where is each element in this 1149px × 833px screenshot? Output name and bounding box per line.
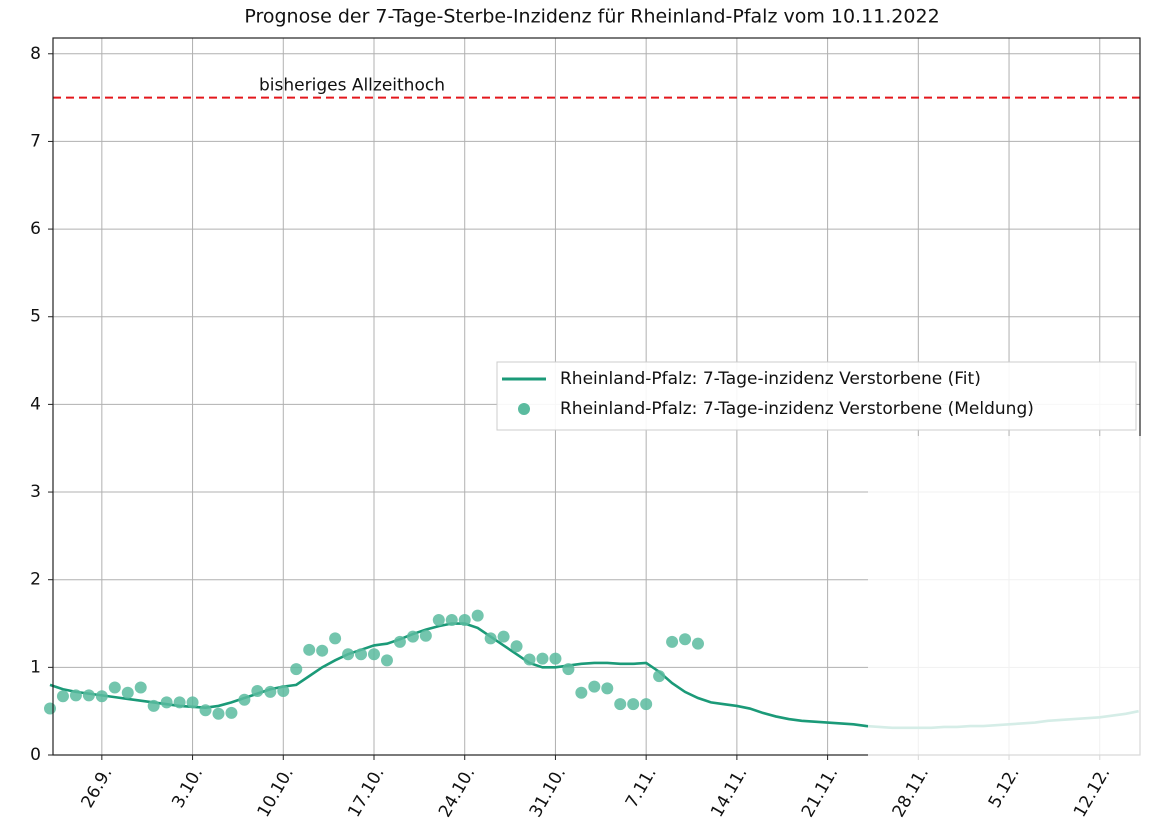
data-point	[82, 689, 95, 702]
x-tick-label: 10.10.	[254, 764, 298, 821]
x-tick-label: 7.11.	[622, 764, 661, 811]
data-point	[666, 635, 679, 648]
y-tick-label: 5	[30, 307, 41, 327]
data-point	[121, 686, 134, 699]
x-tick-label: 31.10.	[526, 764, 570, 821]
data-point	[44, 702, 56, 715]
data-point	[393, 635, 406, 648]
data-point	[588, 680, 601, 693]
data-point	[225, 706, 238, 719]
data-point	[627, 698, 640, 711]
data-point	[445, 614, 458, 627]
legend-label: Rheinland-Pfalz: 7-Tage-inzidenz Verstor…	[560, 399, 1034, 419]
y-tick-label: 8	[30, 44, 41, 64]
data-point	[355, 648, 368, 661]
y-tick-label: 3	[30, 482, 41, 502]
data-point	[303, 643, 316, 656]
data-point	[536, 652, 549, 665]
plot-frame	[52, 37, 1141, 756]
data-point	[290, 663, 303, 676]
y-tick-label: 7	[30, 131, 41, 151]
legend-box	[496, 361, 1137, 431]
data-point	[95, 690, 108, 703]
data-point	[601, 682, 614, 695]
x-tick-label: 17.10.	[344, 764, 388, 821]
x-tick-label: 3.10.	[168, 764, 207, 811]
data-point	[575, 686, 588, 699]
data-point	[510, 640, 523, 653]
data-point	[212, 707, 225, 720]
data-point	[497, 630, 510, 643]
data-point	[69, 689, 82, 702]
data-point	[640, 698, 653, 711]
legend-marker	[518, 403, 530, 415]
data-point	[173, 696, 186, 709]
data-point	[679, 633, 692, 646]
x-tick-label: 21.11.	[798, 764, 842, 821]
data-point	[238, 693, 251, 706]
x-tick-label: 14.11.	[707, 764, 751, 821]
data-point	[406, 630, 419, 643]
legend-label: Rheinland-Pfalz: 7-Tage-inzidenz Verstor…	[560, 369, 981, 389]
data-point	[523, 653, 536, 666]
data-point	[329, 632, 342, 645]
data-point	[484, 632, 497, 645]
fade-overlay	[868, 436, 1149, 833]
x-tick-label: 24.10.	[435, 764, 479, 821]
data-point	[471, 609, 484, 622]
data-point	[368, 648, 380, 661]
y-tick-label: 0	[30, 745, 41, 765]
data-point	[56, 690, 69, 703]
x-tick-label: 26.9.	[78, 764, 117, 811]
y-tick-label: 6	[30, 219, 41, 239]
y-tick-label: 1	[30, 657, 41, 677]
data-point	[108, 681, 121, 694]
data-point	[653, 670, 666, 683]
data-point	[134, 681, 147, 694]
legend: Rheinland-Pfalz: 7-Tage-inzidenz Verstor…	[496, 361, 1137, 431]
y-tick-label: 2	[30, 570, 41, 590]
chart-title: Prognose der 7-Tage-Sterbe-Inzidenz für …	[244, 6, 939, 28]
data-point	[562, 663, 575, 676]
annotation: bisheriges Allzeithoch	[259, 76, 445, 96]
data-point	[186, 696, 199, 709]
data-point	[458, 614, 471, 627]
data-point	[380, 654, 393, 667]
data-point	[342, 648, 355, 661]
data-point	[432, 614, 445, 627]
data-point	[692, 637, 704, 650]
data-point	[549, 652, 562, 665]
data-point	[147, 699, 160, 712]
data-point	[614, 698, 627, 711]
data-point	[264, 685, 277, 698]
data-point	[199, 704, 212, 717]
data-point	[277, 685, 290, 698]
data-point	[251, 685, 264, 698]
data-point	[419, 629, 432, 642]
data-point	[316, 644, 329, 657]
y-tick-label: 4	[30, 394, 41, 414]
data-point	[160, 696, 173, 709]
